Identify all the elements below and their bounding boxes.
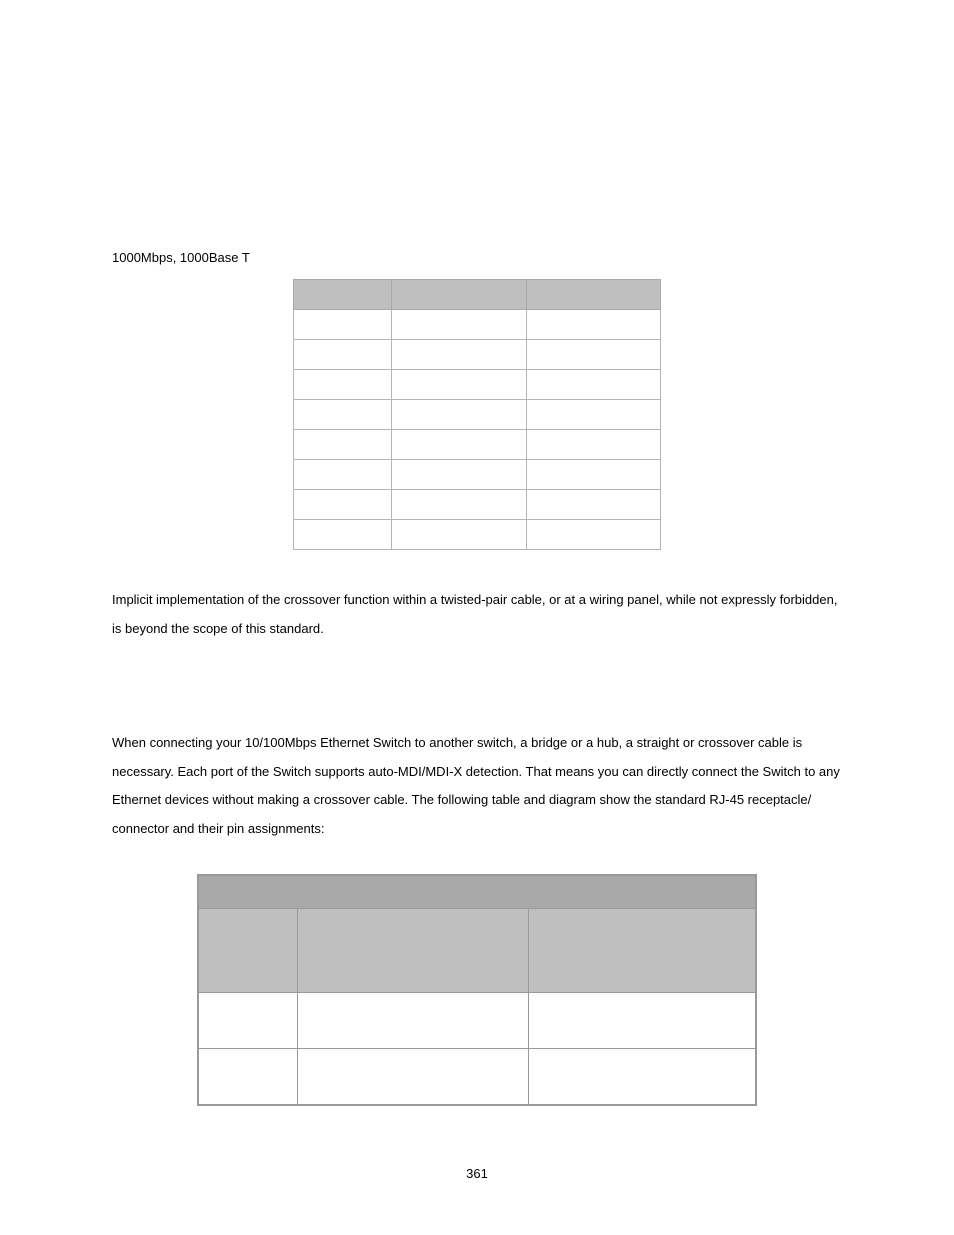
table-cell [529, 1049, 756, 1105]
table-header-cell [391, 280, 527, 310]
pinout-table-1 [293, 279, 661, 550]
table-row [294, 370, 661, 400]
paragraph-connection-info: When connecting your 10/100Mbps Ethernet… [112, 729, 842, 843]
table-cell [527, 400, 661, 430]
page-number: 361 [0, 1166, 954, 1181]
table1-container [112, 279, 842, 550]
table-cell [294, 400, 392, 430]
table-cell [198, 993, 298, 1049]
table-cell [529, 993, 756, 1049]
table-cell [294, 340, 392, 370]
table-cell [294, 490, 392, 520]
table-cell [527, 310, 661, 340]
table-cell [198, 1049, 298, 1105]
table2-container [112, 874, 842, 1106]
table-cell [527, 520, 661, 550]
table-cell [294, 460, 392, 490]
table-header-cell [527, 280, 661, 310]
table-cell [391, 490, 527, 520]
table-cell [298, 1049, 529, 1105]
table-cell [294, 310, 392, 340]
table-row [198, 993, 756, 1049]
table-subheader-cell [529, 909, 756, 993]
table-cell [294, 430, 392, 460]
table-cell [391, 430, 527, 460]
table-cell [294, 370, 392, 400]
table-row [294, 520, 661, 550]
table-cell [527, 430, 661, 460]
table-header-cell [294, 280, 392, 310]
table-cell [527, 340, 661, 370]
table-cell [527, 490, 661, 520]
table-row [294, 310, 661, 340]
table-subheader-cell [198, 909, 298, 993]
table-row [294, 400, 661, 430]
table-cell [391, 310, 527, 340]
table-cell [298, 993, 529, 1049]
table-cell [391, 460, 527, 490]
table-cell [294, 520, 392, 550]
paragraph-crossover-note: Implicit implementation of the crossover… [112, 586, 842, 643]
table-header-row [198, 875, 756, 909]
table-row [294, 490, 661, 520]
table-header-cell [198, 875, 756, 909]
table-cell [391, 520, 527, 550]
document-page: 1000Mbps, 1000Base T [0, 0, 954, 1106]
rj45-pin-table [197, 874, 757, 1106]
table-cell [391, 340, 527, 370]
table-cell [391, 400, 527, 430]
table-cell [527, 460, 661, 490]
table-cell [527, 370, 661, 400]
spacer [112, 673, 842, 729]
table-row [294, 340, 661, 370]
table-cell [391, 370, 527, 400]
table-header-row [294, 280, 661, 310]
table-row [198, 1049, 756, 1105]
section-heading: 1000Mbps, 1000Base T [112, 250, 842, 265]
table-subheader-row [198, 909, 756, 993]
table-subheader-cell [298, 909, 529, 993]
table-row [294, 460, 661, 490]
table-row [294, 430, 661, 460]
